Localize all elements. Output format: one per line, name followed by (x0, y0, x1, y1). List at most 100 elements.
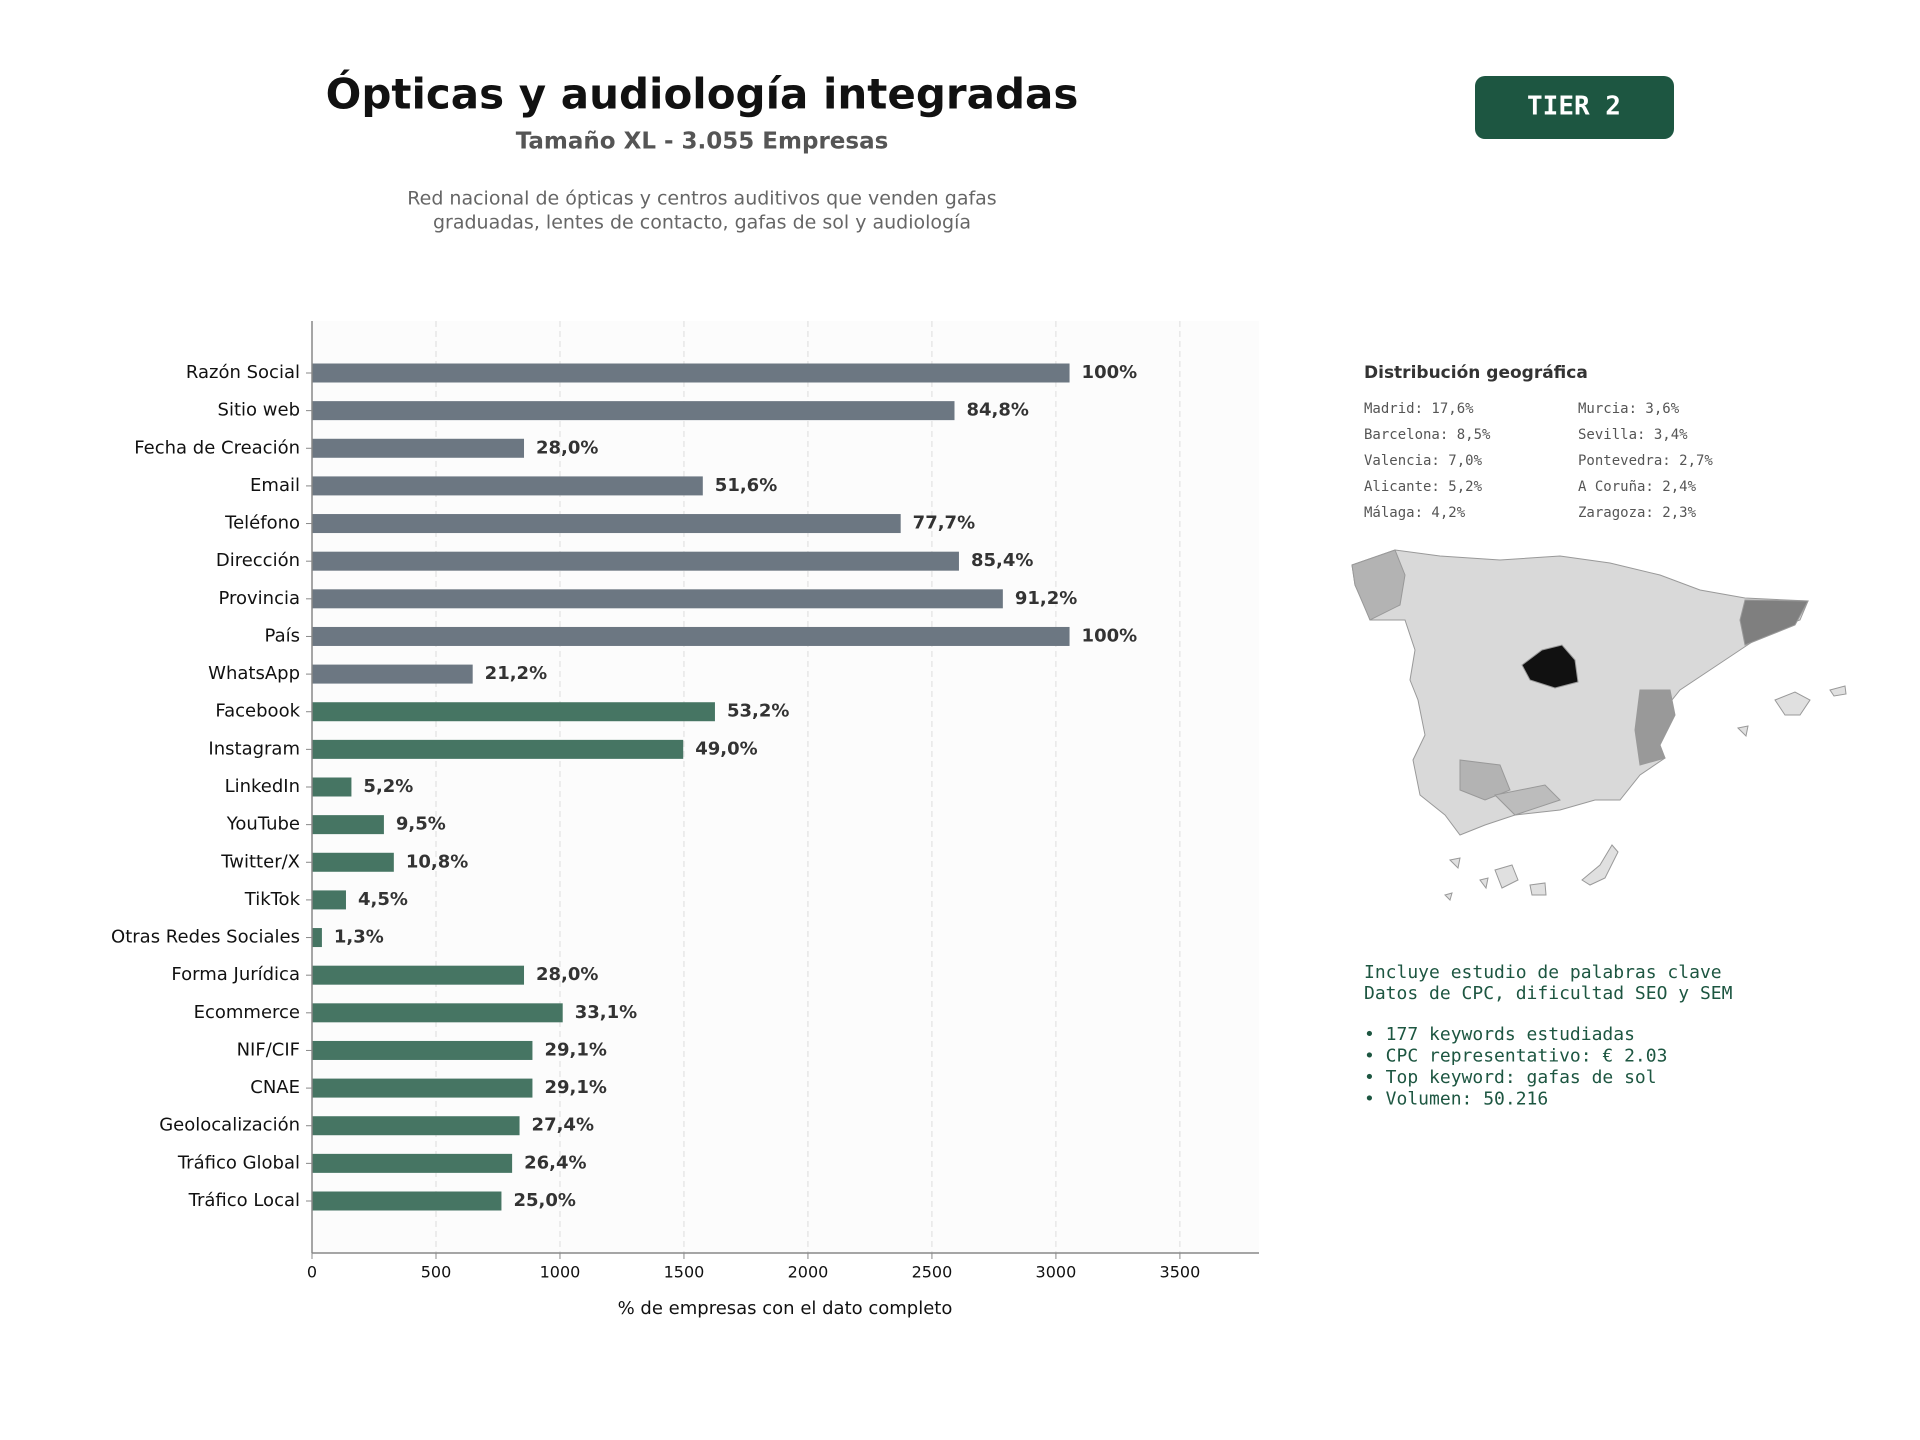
bar (312, 739, 684, 759)
y-tick-label: Dirección (216, 550, 300, 571)
x-tick-label: 500 (421, 1263, 452, 1282)
bar (312, 702, 715, 722)
geo-item: Sevilla: 3,4% (1578, 427, 1688, 443)
bar (312, 401, 955, 421)
bar (312, 965, 525, 985)
x-tick-label: 1000 (540, 1263, 581, 1282)
value-label: 27,4% (532, 1115, 594, 1136)
canarias (1444, 844, 1619, 901)
value-label: 21,2% (485, 663, 547, 684)
y-tick-label: Razón Social (186, 362, 300, 383)
x-tick-label: 3000 (1036, 1263, 1077, 1282)
keyword-bullet: • CPC representativo: € 2.03 (1364, 1046, 1667, 1067)
y-tick-label: Forma Jurídica (171, 964, 300, 985)
value-label: 25,0% (513, 1190, 575, 1211)
keyword-bullet: • Volumen: 50.216 (1364, 1089, 1548, 1110)
bar (312, 928, 322, 948)
keyword-bullet: • Top keyword: gafas de sol (1364, 1067, 1657, 1088)
y-tick-label: YouTube (226, 814, 300, 835)
value-label: 85,4% (971, 550, 1033, 571)
x-tick-label: 0 (307, 1263, 317, 1282)
geo-item: Murcia: 3,6% (1578, 401, 1680, 417)
subtitle: Tamaño XL - 3.055 Empresas (516, 129, 889, 155)
value-label: 51,6% (715, 475, 777, 496)
y-tick-label: Facebook (215, 701, 300, 722)
geo-item: Málaga: 4,2% (1364, 505, 1466, 521)
chart-title: Ópticas y audiología integradas (326, 69, 1079, 119)
bar (312, 777, 352, 797)
badge (1475, 76, 1674, 139)
valencia-region (1634, 689, 1676, 766)
x-tick-label: 2000 (788, 1263, 829, 1282)
y-tick-label: WhatsApp (208, 663, 300, 684)
value-label: 4,5% (358, 889, 408, 910)
bar (312, 476, 703, 496)
geo-item: Pontevedra: 2,7% (1578, 453, 1713, 469)
y-tick-label: Fecha de Creación (134, 437, 300, 458)
y-tick-label: País (265, 625, 300, 646)
keyword-bullet: • 177 keywords estudiadas (1364, 1024, 1635, 1045)
y-tick-label: Otras Redes Sociales (111, 927, 300, 948)
value-label: 77,7% (913, 513, 975, 534)
bar (312, 551, 959, 571)
y-tick-label: Instagram (208, 738, 300, 759)
value-label: 53,2% (727, 701, 789, 722)
y-tick-label: Provincia (218, 588, 300, 609)
geo-title: Distribución geográfica (1364, 363, 1588, 383)
y-tick-label: Geolocalización (159, 1115, 300, 1136)
bar (312, 1078, 533, 1098)
bar (312, 664, 473, 684)
y-tick-label: LinkedIn (225, 776, 300, 797)
madrid-region (1521, 644, 1579, 689)
y-tick-label: Ecommerce (194, 1002, 300, 1023)
value-label: 1,3% (334, 927, 384, 948)
description: graduadas, lentes de contacto, gafas de … (433, 212, 971, 234)
bar (312, 890, 346, 910)
bar (312, 1191, 502, 1211)
bar (312, 626, 1070, 646)
value-label: 10,8% (406, 851, 468, 872)
y-tick-label: CNAE (250, 1077, 300, 1098)
bar (312, 363, 1070, 383)
x-axis-label: % de empresas con el dato completo (618, 1298, 953, 1319)
plot-area (312, 321, 1259, 1253)
value-label: 28,0% (536, 964, 598, 985)
y-tick-label: Sitio web (218, 400, 300, 421)
y-tick-label: Teléfono (224, 513, 300, 534)
value-label: 26,4% (524, 1152, 586, 1173)
value-label: 29,1% (544, 1039, 606, 1060)
value-label: 91,2% (1015, 588, 1077, 609)
value-label: 28,0% (536, 437, 598, 458)
bar (312, 815, 384, 835)
plot: 0 500 1000 1500 2000 2500 3000 3500 Razón Social… (111, 321, 1200, 1282)
value-label: 84,8% (966, 400, 1028, 421)
description: Red nacional de ópticas y centros auditi… (407, 188, 996, 210)
x-tick-label: 3500 (1160, 1263, 1201, 1282)
x-tick-label: 1500 (664, 1263, 705, 1282)
y-tick-label: Twitter/X (220, 851, 300, 872)
geo-item: Zaragoza: 2,3% (1578, 505, 1697, 521)
value-label: 33,1% (575, 1002, 637, 1023)
value-label: 100% (1082, 362, 1138, 383)
map (1351, 549, 1847, 901)
y-tick-label: Tráfico Local (188, 1190, 300, 1211)
y-tick-label: Tráfico Global (177, 1152, 300, 1173)
galicia (1351, 549, 1406, 621)
bar (312, 852, 394, 872)
keyword-line: Incluye estudio de palabras clave (1364, 962, 1722, 983)
baleares (1736, 685, 1847, 738)
keyword-line: Datos de CPC, dificultad SEO y SEM (1364, 983, 1733, 1004)
y-tick-label: Email (250, 475, 300, 496)
badge-label: TIER 2 (1527, 92, 1621, 122)
bar (312, 514, 901, 534)
bar (312, 1003, 563, 1023)
bar (312, 438, 525, 458)
geo-item: Valencia: 7,0% (1364, 453, 1483, 469)
y-tick-label: TikTok (244, 889, 301, 910)
bar (312, 1153, 513, 1173)
geo-item: Madrid: 17,6% (1364, 401, 1474, 417)
value-label: 29,1% (544, 1077, 606, 1098)
malaga-region (1493, 784, 1561, 816)
geo-item: A Coruña: 2,4% (1578, 479, 1697, 495)
